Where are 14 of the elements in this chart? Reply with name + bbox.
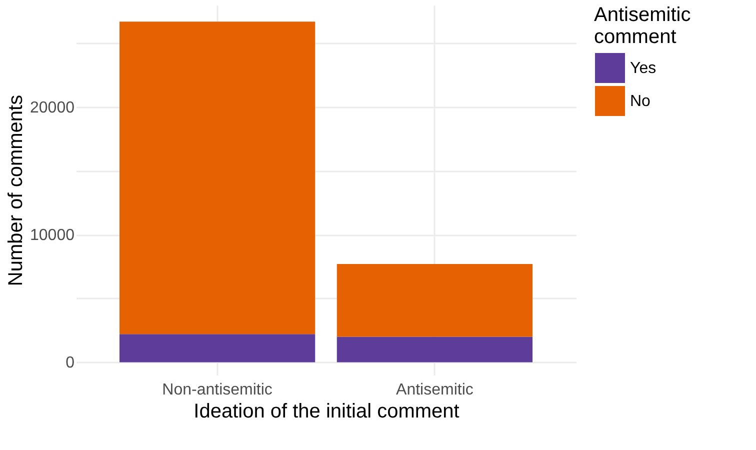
bar bbox=[336, 336, 533, 362]
legend-label: Yes bbox=[630, 60, 656, 77]
x-tick-label: Antisemitic bbox=[396, 382, 474, 398]
legend-title: Antisemitic comment bbox=[594, 4, 691, 48]
legend-label: No bbox=[630, 93, 651, 110]
bar bbox=[119, 334, 316, 362]
y-tick-label: 10000 bbox=[30, 227, 75, 244]
bar bbox=[336, 264, 533, 337]
y-tick-label: 20000 bbox=[30, 100, 75, 117]
x-tick-label: Non-antisemitic bbox=[162, 382, 272, 398]
x-axis-title: Ideation of the initial comment bbox=[194, 400, 460, 422]
bar bbox=[119, 22, 316, 334]
y-tick-label: 0 bbox=[66, 354, 75, 372]
y-axis-title: Number of comments bbox=[5, 94, 28, 286]
